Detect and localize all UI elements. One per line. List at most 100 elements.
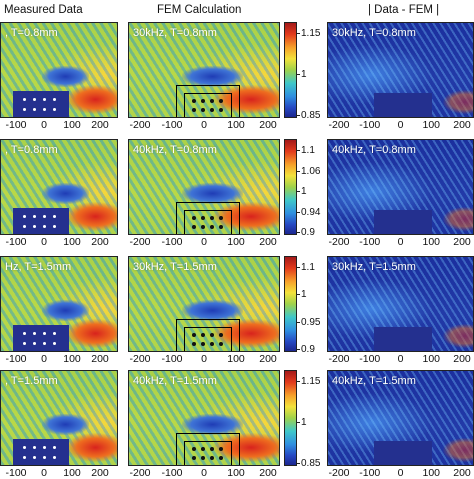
left-panel-label: , T=0.8mm bbox=[5, 144, 58, 156]
colorbar-tick-label: 0.9 bbox=[301, 227, 315, 238]
x-tick-label: 0 bbox=[397, 236, 404, 248]
array-outline-outer bbox=[176, 202, 240, 234]
colorbar-tick-label: 0.85 bbox=[301, 110, 321, 121]
array-element bbox=[210, 456, 214, 460]
speaker-array-icon bbox=[13, 208, 69, 234]
array-element bbox=[23, 446, 26, 449]
x-tick-label: -100 bbox=[161, 353, 183, 365]
hot-lobe bbox=[212, 433, 279, 463]
array-element bbox=[219, 99, 223, 103]
colorbar-tick-label: 1 bbox=[301, 289, 307, 301]
cold-lobe bbox=[42, 183, 90, 205]
speaker-array-icon bbox=[13, 91, 69, 117]
left-panel-row-4: , T=1.5mm bbox=[0, 370, 118, 466]
x-tick-label: 200 bbox=[91, 236, 109, 248]
x-tick-label: 100 bbox=[63, 353, 81, 365]
array-element bbox=[192, 225, 196, 229]
colorbar-tick-label: 1.15 bbox=[301, 28, 321, 39]
array-mask-block bbox=[374, 327, 432, 351]
x-tick-label: -200 bbox=[328, 353, 350, 365]
x-tick-label: 0 bbox=[201, 353, 207, 365]
x-tick-label: 200 bbox=[453, 236, 471, 248]
colorbar-tick-label: 1 bbox=[301, 417, 307, 428]
x-tick-label: -200 bbox=[129, 119, 151, 131]
x-tick-label: 200 bbox=[453, 467, 471, 479]
array-element bbox=[33, 108, 36, 111]
colorbar-tick-label: 0.85 bbox=[301, 458, 321, 469]
array-element bbox=[43, 225, 46, 228]
array-element bbox=[210, 342, 214, 346]
array-element bbox=[201, 108, 205, 112]
left-panel-label: , T=1.5mm bbox=[5, 375, 58, 387]
colorbar-tick-label: 0.95 bbox=[301, 316, 321, 328]
left-panel-label: Hz, T=1.5mm bbox=[5, 261, 72, 273]
array-element bbox=[23, 215, 26, 218]
colorbar-tick-mark bbox=[297, 349, 300, 350]
x-tick-label: -100 bbox=[161, 467, 183, 479]
array-element bbox=[210, 225, 214, 229]
hot-lobe bbox=[212, 202, 279, 232]
right-panel-row-2: 40kHz, T=0.8mm bbox=[327, 139, 474, 235]
left-panel-label: , T=0.8mm bbox=[5, 27, 58, 39]
x-tick-label: -100 bbox=[359, 119, 381, 131]
array-element bbox=[53, 225, 56, 228]
colorbar-tick-mark bbox=[297, 422, 300, 423]
array-element bbox=[210, 216, 214, 220]
array-element bbox=[53, 332, 56, 335]
colorbar-tick-mark bbox=[297, 294, 300, 296]
array-element bbox=[201, 342, 205, 346]
array-outline-inner bbox=[184, 327, 232, 351]
array-element bbox=[201, 456, 205, 460]
x-tick-label: -200 bbox=[328, 467, 350, 479]
colorbar-tick-label: 1.1 bbox=[301, 262, 315, 273]
colorbar-tick-label: 1 bbox=[301, 69, 307, 80]
x-tick-label: -100 bbox=[161, 119, 183, 131]
hot-lobe bbox=[65, 202, 117, 232]
mid-panel-label: 40kHz, T=1.5mm bbox=[133, 375, 217, 387]
array-element bbox=[210, 99, 214, 103]
array-element bbox=[192, 333, 196, 337]
array-element bbox=[33, 215, 36, 218]
x-tick-label: -100 bbox=[5, 119, 27, 131]
x-tick-label: 100 bbox=[227, 467, 245, 479]
array-element bbox=[43, 332, 46, 335]
colorbar-row-1 bbox=[284, 22, 297, 118]
x-tick-label: -100 bbox=[5, 467, 27, 479]
x-tick-label: 0 bbox=[397, 467, 404, 479]
array-mask-block bbox=[374, 93, 432, 117]
cold-lobe bbox=[182, 414, 243, 436]
right-panel-label: 40kHz, T=0.8mm bbox=[332, 144, 416, 156]
x-tick-label: 200 bbox=[259, 353, 277, 365]
x-tick-label: 200 bbox=[91, 119, 109, 131]
array-element bbox=[33, 332, 36, 335]
array-element bbox=[23, 108, 26, 111]
residual-lobe bbox=[442, 207, 473, 232]
x-tick-label: -200 bbox=[328, 119, 350, 131]
difference-header: | Data - FEM | bbox=[368, 4, 440, 16]
array-element bbox=[23, 98, 26, 101]
mid-panel-row-3: 30kHz, T=1.5mm bbox=[128, 256, 280, 352]
array-element bbox=[201, 99, 205, 103]
x-tick-label: 0 bbox=[41, 353, 47, 365]
fem-calculation-header: FEM Calculation bbox=[157, 4, 242, 16]
x-tick-label: 0 bbox=[41, 236, 47, 248]
array-outline-outer bbox=[176, 319, 240, 351]
hot-lobe bbox=[212, 85, 279, 115]
array-element bbox=[43, 215, 46, 218]
left-panel-row-2: , T=0.8mm bbox=[0, 139, 118, 235]
array-element bbox=[192, 342, 196, 346]
array-element bbox=[192, 216, 196, 220]
right-panel-label: 30kHz, T=1.5mm bbox=[332, 261, 416, 273]
cold-lobe bbox=[182, 300, 243, 322]
x-tick-label: -200 bbox=[129, 467, 151, 479]
colorbar-tick-mark bbox=[297, 115, 300, 116]
residual-lobe bbox=[442, 324, 473, 349]
array-element bbox=[33, 342, 36, 345]
array-element bbox=[219, 108, 223, 112]
x-tick-label: -100 bbox=[359, 467, 381, 479]
array-element bbox=[23, 456, 26, 459]
x-tick-label: -200 bbox=[129, 353, 151, 365]
array-outline-inner bbox=[184, 210, 232, 234]
array-element bbox=[53, 446, 56, 449]
x-tick-label: 100 bbox=[227, 119, 245, 131]
